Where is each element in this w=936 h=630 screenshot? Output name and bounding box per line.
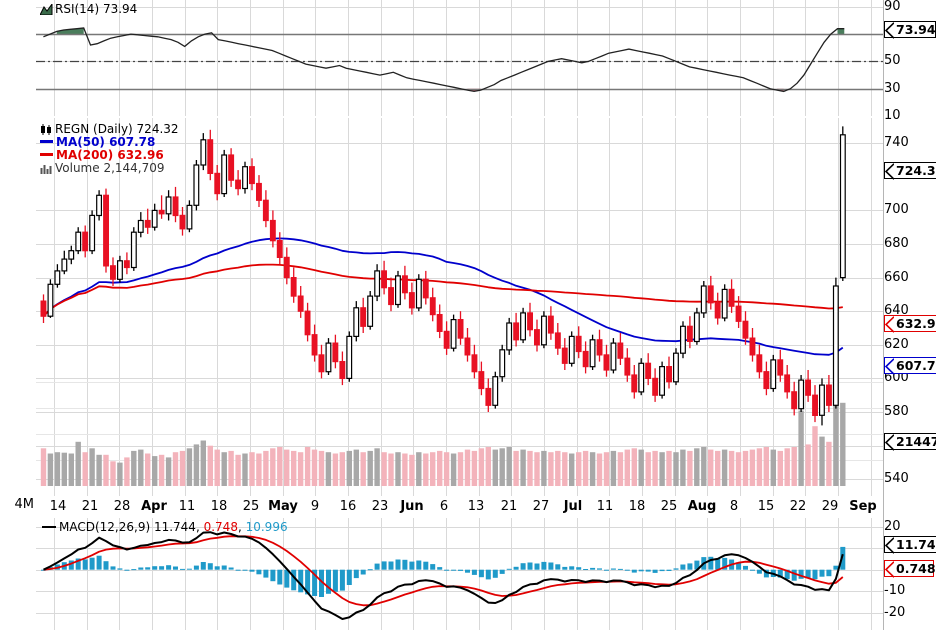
date-label-23: 23 <box>371 499 389 514</box>
price-tick-740: 740 <box>884 135 909 150</box>
date-label-jun: Jun <box>400 499 424 514</box>
tag-pointer-icon <box>885 316 894 333</box>
date-label-aug: Aug <box>687 499 717 514</box>
date-label-27: 27 <box>532 499 550 514</box>
date-label-15: 15 <box>757 499 775 514</box>
price-value-tag-text: 724.32 <box>896 163 936 178</box>
date-label-14: 14 <box>49 499 67 514</box>
rsi-legend-label: RSI(14) 73.94 <box>55 1 138 16</box>
ma200-legend-label: MA(200) 632.96 <box>56 147 164 162</box>
tag-pointer-icon <box>885 537 894 554</box>
price-tick-580: 580 <box>884 404 909 419</box>
macd-value-tag-text: 11.744 <box>896 537 936 552</box>
date-label-29: 29 <box>821 499 839 514</box>
rsi-panel: RSI(14) 73.94 <box>0 0 936 118</box>
price-legend: REGN (Daily) 724.32 MA(50) 607.78 MA(200… <box>40 122 179 174</box>
ma200-value-tag-text: 632.96 <box>896 316 936 331</box>
date-label-6: 6 <box>439 499 449 514</box>
price-legend-title: REGN (Daily) 724.32 <box>55 121 179 136</box>
volume-legend-label: Volume 2,144,709 <box>55 160 165 175</box>
date-label-13: 13 <box>467 499 485 514</box>
date-label-11: 11 <box>596 499 614 514</box>
rsi-tick-30: 30 <box>884 81 901 96</box>
macd-plot[interactable] <box>36 518 884 630</box>
macd-sep2: , <box>237 519 246 534</box>
date-label-sep: Sep <box>849 499 877 514</box>
rsi-tick-10: 10 <box>884 108 901 123</box>
rsi-value-tag: 73.94 <box>884 21 936 39</box>
date-axis <box>36 496 884 518</box>
date-label-8: 8 <box>729 499 739 514</box>
signal-value-tag-text: 0.748 <box>896 561 936 576</box>
macd-legend-label: MACD(12,26,9) 11.744 <box>59 519 196 534</box>
volume-value-tag-text: 214470 <box>896 434 936 449</box>
date-label-21: 21 <box>500 499 518 514</box>
price-tick-540: 540 <box>884 471 909 486</box>
ma200-swatch-icon <box>40 153 53 156</box>
macd-signal-value: 0.748 <box>203 519 238 534</box>
rsi-tick-90: 90 <box>884 0 901 14</box>
macd-panel: MACD(12,26,9) 11.744 , 0.748 , 10.996 <box>0 518 936 630</box>
date-label-18: 18 <box>210 499 228 514</box>
ma200-value-tag: 632.96 <box>884 315 936 333</box>
price-tick-620: 620 <box>884 337 909 352</box>
date-label-11: 11 <box>178 499 196 514</box>
tag-pointer-icon <box>885 561 894 578</box>
price-tick-700: 700 <box>884 202 909 217</box>
date-label-9: 9 <box>310 499 320 514</box>
right-axis-divider <box>883 0 884 630</box>
macd-sep1: , <box>195 519 204 534</box>
volume-value-tag: 214470 <box>884 433 936 451</box>
rsi-plot[interactable] <box>36 0 884 116</box>
ma50-value-tag-text: 607.78 <box>896 358 936 373</box>
macd-value-tag: 11.744 <box>884 536 936 554</box>
date-label-may: May <box>268 499 298 514</box>
date-label-apr: Apr <box>141 499 167 514</box>
price-panel: REGN (Daily) 724.32 MA(50) 607.78 MA(200… <box>0 118 936 597</box>
rsi-legend: RSI(14) 73.94 <box>40 2 137 15</box>
macd-tick-20: 20 <box>884 519 901 534</box>
volume-bars-icon <box>40 163 53 174</box>
date-label-18: 18 <box>628 499 646 514</box>
date-label-21: 21 <box>81 499 99 514</box>
price-tick-680: 680 <box>884 236 909 251</box>
rsi-icon <box>40 4 53 15</box>
price-tick-660: 660 <box>884 270 909 285</box>
ma50-legend-label: MA(50) 607.78 <box>56 134 156 149</box>
date-label-22: 22 <box>789 499 807 514</box>
macd-hist-value: 10.996 <box>245 519 288 534</box>
tag-pointer-icon <box>885 434 894 451</box>
tag-pointer-icon <box>885 163 894 180</box>
candlestick-icon <box>40 124 53 135</box>
tag-pointer-icon <box>885 358 894 375</box>
macd-swatch-icon <box>42 525 56 528</box>
signal-value-tag: 0.748 <box>884 560 936 578</box>
macd-tick-neg10: -10 <box>884 583 906 598</box>
price-plot[interactable] <box>36 118 884 496</box>
price-value-tag: 724.32 <box>884 162 936 180</box>
macd-legend: MACD(12,26,9) 11.744 , 0.748 , 10.996 <box>42 520 288 533</box>
ma50-value-tag: 607.78 <box>884 357 936 375</box>
ma50-swatch-icon <box>40 140 53 143</box>
rsi-value-tag-text: 73.94 <box>896 22 936 37</box>
macd-tick-neg20: -20 <box>884 605 906 620</box>
date-label-25: 25 <box>242 499 260 514</box>
date-label-16: 16 <box>339 499 357 514</box>
rsi-tick-50: 50 <box>884 53 901 68</box>
date-label-25: 25 <box>660 499 678 514</box>
volume-tick-4m: 4M <box>14 497 35 512</box>
price-tick-640: 640 <box>884 303 909 318</box>
tag-pointer-icon <box>885 22 894 39</box>
date-label-jul: Jul <box>563 499 583 514</box>
date-label-28: 28 <box>113 499 131 514</box>
